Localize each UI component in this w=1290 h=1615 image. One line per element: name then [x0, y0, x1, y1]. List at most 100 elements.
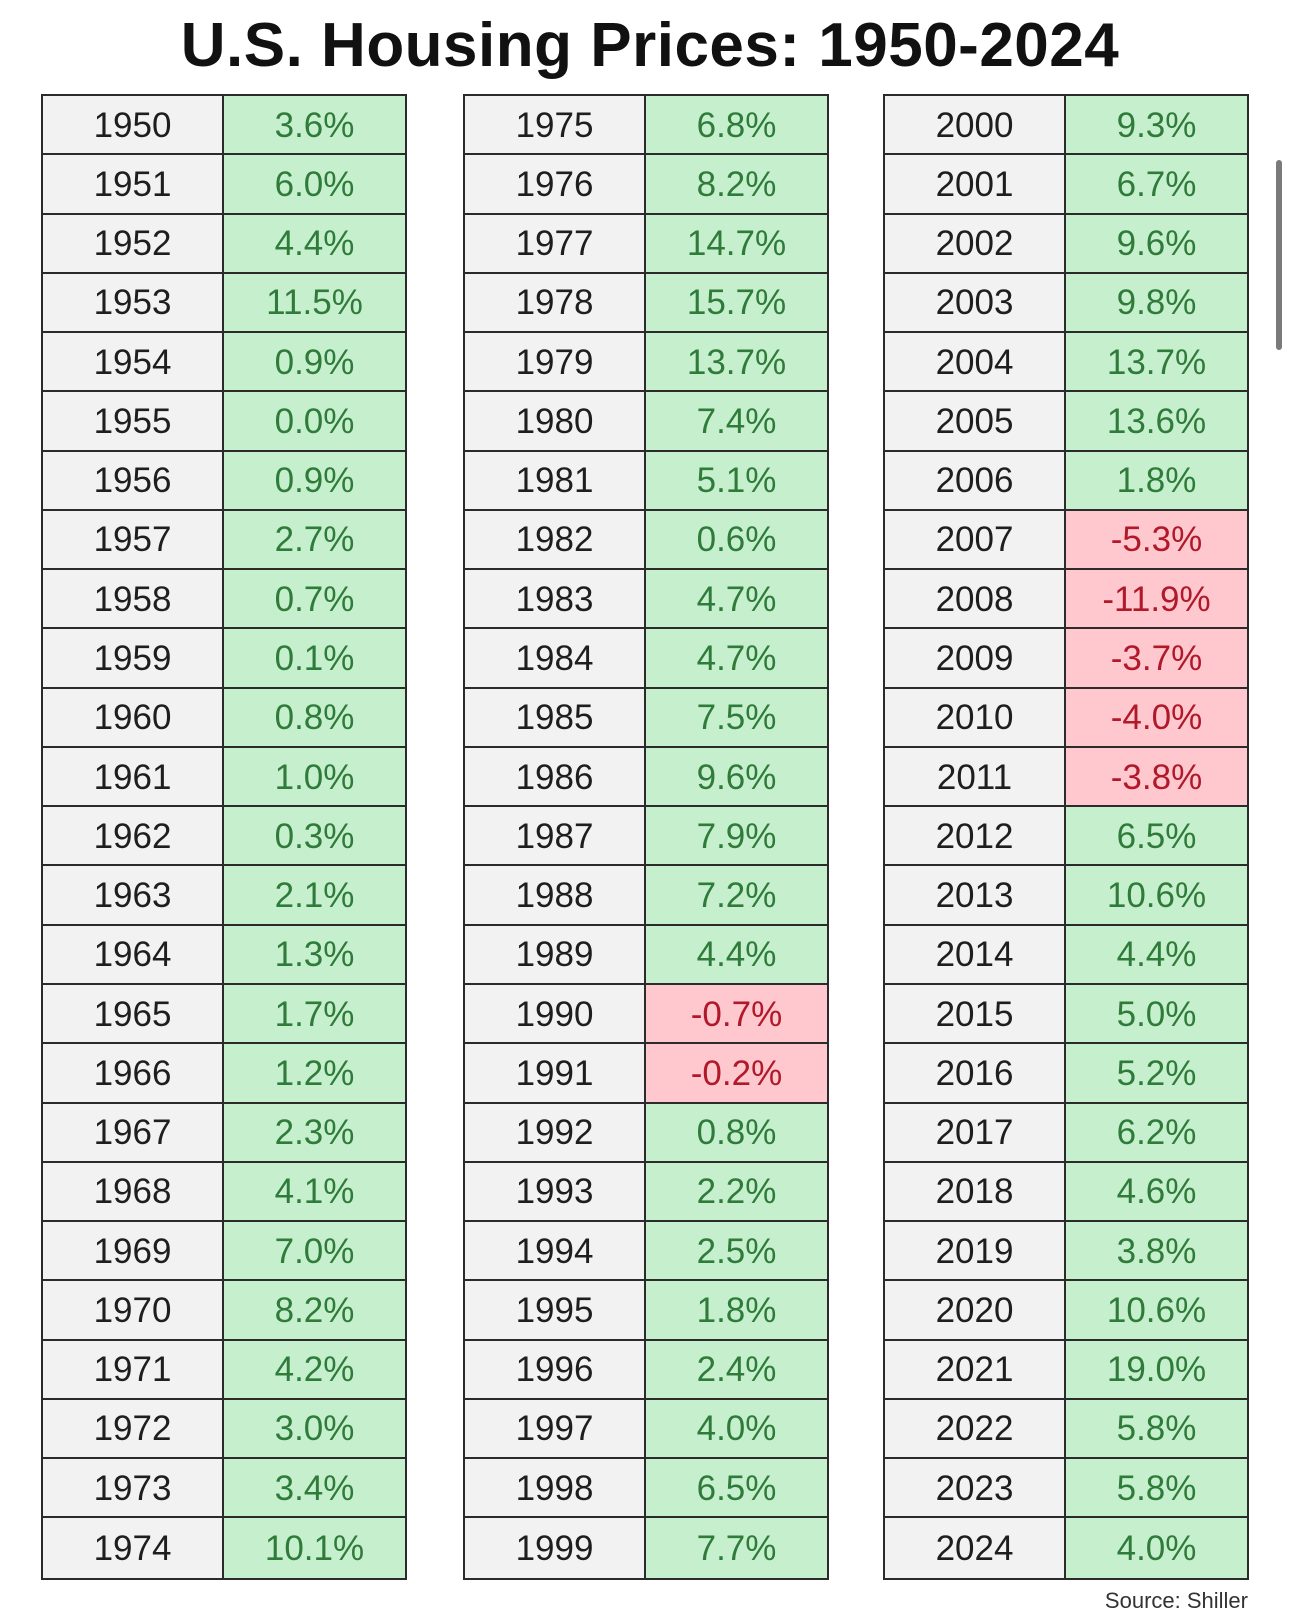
price-change-positive-cell: 3.8% — [1066, 1222, 1247, 1280]
year-cell: 2012 — [885, 807, 1066, 865]
price-change-positive-cell: 4.2% — [224, 1340, 405, 1398]
table-row: 2019 3.8% — [885, 1222, 1247, 1282]
price-change-positive-cell: 5.8% — [1066, 1459, 1247, 1517]
price-change-negative-cell: -0.7% — [646, 984, 827, 1043]
price-change-positive-cell: 5.1% — [646, 451, 827, 509]
table-row: 2005 13.6% — [885, 392, 1247, 452]
price-change-positive-cell: 13.7% — [1066, 333, 1247, 391]
table-row: 1999 7.7% — [465, 1518, 827, 1578]
price-change-positive-cell: 7.7% — [646, 1518, 827, 1578]
year-cell: 1967 — [43, 1103, 224, 1161]
table-row: 1951 6.0% — [43, 155, 405, 215]
table-column-1975-1999: 1975 6.8% 1976 8.2% 1977 14.7% 1978 15.7% 1979 13… — [463, 94, 829, 1580]
year-cell: 1954 — [43, 333, 224, 391]
price-change-positive-cell: 6.0% — [224, 155, 405, 213]
year-cell: 1950 — [43, 96, 224, 154]
year-cell: 1989 — [465, 925, 646, 983]
price-change-positive-cell: 9.6% — [646, 747, 827, 806]
year-cell: 1986 — [465, 747, 646, 806]
price-change-positive-cell: 4.0% — [1066, 1518, 1247, 1578]
table-row: 1981 5.1% — [465, 451, 827, 511]
year-cell: 2006 — [885, 451, 1066, 509]
year-cell: 2008 — [885, 570, 1066, 628]
table-row: 1976 8.2% — [465, 155, 827, 215]
table-row: 1955 0.0% — [43, 392, 405, 452]
price-change-positive-cell: 0.1% — [224, 629, 405, 687]
price-change-positive-cell: 4.4% — [224, 214, 405, 272]
table-row: 2004 13.7% — [885, 333, 1247, 393]
price-change-positive-cell: 4.4% — [646, 925, 827, 983]
price-change-positive-cell: 1.2% — [224, 1044, 405, 1102]
table-row: 1985 7.5% — [465, 688, 827, 748]
table-row: 1996 2.4% — [465, 1340, 827, 1400]
table-row: 2009 -3.7% — [885, 629, 1247, 689]
table-row: 2024 4.0% — [885, 1518, 1247, 1578]
table-row: 1962 0.3% — [43, 807, 405, 867]
price-change-negative-cell: -4.0% — [1066, 688, 1247, 746]
price-change-positive-cell: 4.7% — [646, 570, 827, 628]
price-change-positive-cell: 1.0% — [224, 747, 405, 806]
table-row: 2002 9.6% — [885, 214, 1247, 274]
table-row: 1973 3.4% — [43, 1459, 405, 1519]
year-cell: 1961 — [43, 747, 224, 806]
price-change-positive-cell: 4.7% — [646, 629, 827, 687]
vertical-scrollbar[interactable] — [1276, 160, 1282, 350]
table-row: 2023 5.8% — [885, 1459, 1247, 1519]
year-cell: 1983 — [465, 570, 646, 628]
table-row: 1956 0.9% — [43, 451, 405, 511]
table-row: 2014 4.4% — [885, 925, 1247, 985]
year-cell: 1952 — [43, 214, 224, 272]
year-cell: 1976 — [465, 155, 646, 213]
price-change-positive-cell: 3.4% — [224, 1459, 405, 1517]
table-row: 1967 2.3% — [43, 1103, 405, 1163]
table-row: 1970 8.2% — [43, 1281, 405, 1341]
table-row: 2012 6.5% — [885, 807, 1247, 867]
table-row: 1961 1.0% — [43, 747, 405, 808]
price-change-positive-cell: 9.3% — [1066, 96, 1247, 154]
price-change-positive-cell: 13.6% — [1066, 392, 1247, 450]
table-row: 2017 6.2% — [885, 1103, 1247, 1163]
price-change-positive-cell: 10.6% — [1066, 866, 1247, 924]
price-change-positive-cell: 3.0% — [224, 1399, 405, 1458]
year-cell: 1977 — [465, 214, 646, 272]
year-cell: 2011 — [885, 747, 1066, 806]
price-change-positive-cell: 10.1% — [224, 1518, 405, 1578]
year-cell: 1960 — [43, 688, 224, 746]
table-row: 1995 1.8% — [465, 1281, 827, 1341]
table-row: 2011 -3.8% — [885, 747, 1247, 808]
price-change-positive-cell: 15.7% — [646, 273, 827, 332]
table-row: 2000 9.3% — [885, 96, 1247, 156]
price-change-positive-cell: 8.2% — [646, 155, 827, 213]
year-cell: 1956 — [43, 451, 224, 509]
table-row: 1966 1.2% — [43, 1044, 405, 1104]
year-cell: 2015 — [885, 984, 1066, 1043]
year-cell: 1994 — [465, 1222, 646, 1280]
price-change-positive-cell: 13.7% — [646, 333, 827, 391]
table-row: 1992 0.8% — [465, 1103, 827, 1163]
price-change-negative-cell: -3.7% — [1066, 629, 1247, 687]
table-row: 1960 0.8% — [43, 688, 405, 748]
price-change-positive-cell: 7.2% — [646, 866, 827, 924]
year-cell: 1973 — [43, 1459, 224, 1517]
year-cell: 1993 — [465, 1162, 646, 1221]
price-change-positive-cell: 1.3% — [224, 925, 405, 983]
table-row: 2001 6.7% — [885, 155, 1247, 215]
price-change-negative-cell: -3.8% — [1066, 747, 1247, 806]
price-change-negative-cell: -0.2% — [646, 1044, 827, 1102]
year-cell: 1979 — [465, 333, 646, 391]
table-row: 1982 0.6% — [465, 510, 827, 571]
price-change-positive-cell: 9.6% — [1066, 214, 1247, 272]
table-column-1950s-1970s: 1950 3.6% 1951 6.0% 1952 4.4% 1953 11.5% 1954 0.9… — [41, 94, 407, 1580]
year-cell: 1982 — [465, 510, 646, 569]
table-row: 1963 2.1% — [43, 866, 405, 926]
table-row: 1989 4.4% — [465, 925, 827, 985]
table-row: 2016 5.2% — [885, 1044, 1247, 1104]
table-row: 1969 7.0% — [43, 1222, 405, 1282]
year-cell: 2001 — [885, 155, 1066, 213]
table-row: 1997 4.0% — [465, 1399, 827, 1460]
year-cell: 1980 — [465, 392, 646, 450]
price-change-positive-cell: 7.9% — [646, 807, 827, 865]
table-row: 1968 4.1% — [43, 1162, 405, 1223]
table-row: 1994 2.5% — [465, 1222, 827, 1282]
price-change-positive-cell: 4.1% — [224, 1162, 405, 1221]
